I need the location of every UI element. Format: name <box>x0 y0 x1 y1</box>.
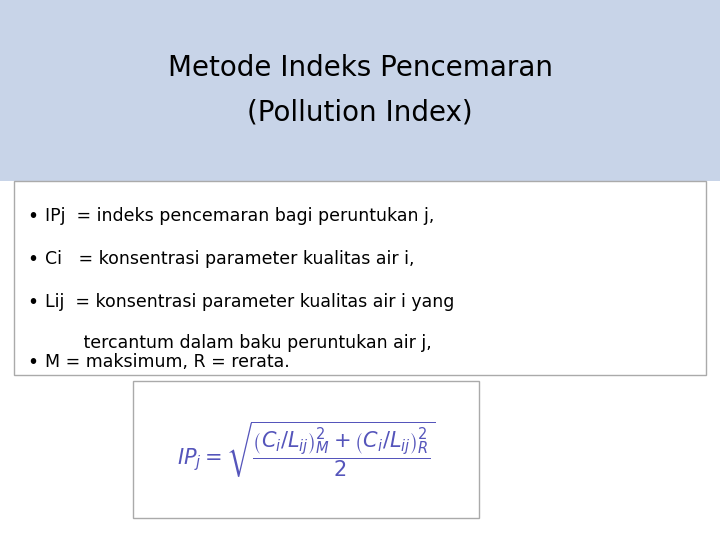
FancyBboxPatch shape <box>14 181 706 375</box>
Text: •: • <box>27 353 38 372</box>
Text: Lij  = konsentrasi parameter kualitas air i yang: Lij = konsentrasi parameter kualitas air… <box>45 293 454 311</box>
Text: $\mathit{IP_j} = \sqrt{\dfrac{\left(C_i/L_{ij}\right)^2_M + \left(C_i/L_{ij}\rig: $\mathit{IP_j} = \sqrt{\dfrac{\left(C_i/… <box>176 420 436 480</box>
Text: IPj  = indeks pencemaran bagi peruntukan j,: IPj = indeks pencemaran bagi peruntukan … <box>45 207 434 225</box>
Text: tercantum dalam baku peruntukan air j,: tercantum dalam baku peruntukan air j, <box>45 334 431 352</box>
Text: Metode Indeks Pencemaran: Metode Indeks Pencemaran <box>168 54 552 82</box>
Text: •: • <box>27 207 38 226</box>
Text: •: • <box>27 250 38 269</box>
Text: M = maksimum, R = rerata.: M = maksimum, R = rerata. <box>45 353 289 370</box>
FancyBboxPatch shape <box>0 0 720 181</box>
Text: Ci   = konsentrasi parameter kualitas air i,: Ci = konsentrasi parameter kualitas air … <box>45 250 414 268</box>
Text: •: • <box>27 293 38 312</box>
Text: (Pollution Index): (Pollution Index) <box>247 99 473 127</box>
FancyBboxPatch shape <box>133 381 479 518</box>
